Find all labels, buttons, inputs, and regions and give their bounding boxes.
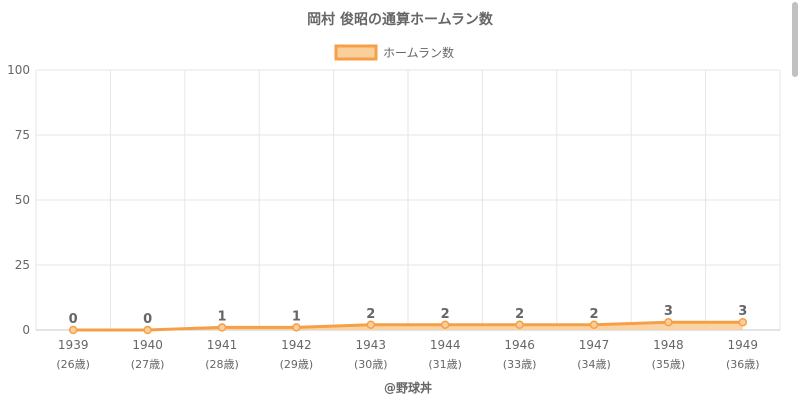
data-point [515,320,524,330]
data-label: 1 [292,309,301,324]
x-tick-label: 1939 [58,338,89,352]
x-tick-label: 1947 [579,338,610,352]
x-tick-label: 1944 [430,338,461,352]
data-point [68,325,78,335]
x-tick-sublabel: (28歳) [205,358,239,371]
x-tick-label: 1940 [132,338,163,352]
x-axis: 1939 (26歳) 1940 (27歳) 1941 (28歳) 1942 (29歳) 1943… [56,338,759,371]
x-tick-sublabel: (34歳) [577,358,611,371]
x-tick-sublabel: (35歳) [652,358,686,371]
grid [35,69,781,331]
series-homeruns [73,320,743,332]
data-point [738,317,748,327]
data-labels: 0 0 1 1 2 2 2 2 3 3 [69,304,748,327]
data-point [664,317,673,327]
legend-label: ホームラン数 [383,45,454,60]
x-tick-sublabel: (29歳) [280,358,314,371]
x-tick-label: 1946 [504,338,535,352]
data-label: 0 [143,312,152,327]
x-tick-sublabel: (30歳) [354,358,388,371]
x-tick-sublabel: (26歳) [56,358,90,371]
credit-text: @野球丼 [384,380,432,395]
data-label: 1 [217,309,226,324]
x-tick-sublabel: (33歳) [503,358,537,371]
x-tick-sublabel: (36歳) [726,358,760,371]
data-label: 2 [515,307,524,322]
y-axis: 0 25 50 75 100 [7,63,30,337]
data-label: 0 [69,312,78,327]
legend-swatch [334,44,378,61]
x-tick-label: 1941 [207,338,238,352]
data-label: 2 [441,307,450,322]
x-tick-label: 1948 [653,338,684,352]
y-tick-label: 50 [15,193,30,207]
x-tick-sublabel: (27歳) [131,358,165,371]
data-point [589,320,599,330]
data-label: 3 [664,304,673,319]
legend[interactable]: ホームラン数 [334,44,454,61]
data-label: 2 [589,307,598,322]
x-tick-label: 1942 [281,338,312,352]
y-tick-label: 100 [7,63,30,77]
x-tick-sublabel: (31歳) [428,358,462,371]
y-tick-label: 75 [15,128,30,142]
x-tick-label: 1943 [356,338,387,352]
data-point [292,323,301,332]
y-tick-label: 25 [15,258,30,272]
data-point [440,320,450,330]
scrollbar-thumb[interactable] [792,2,798,77]
y-tick-label: 0 [22,323,30,337]
series-line [73,320,743,332]
data-point [366,320,376,330]
scrollbar[interactable] [790,0,800,400]
data-label: 3 [738,304,747,319]
chart-title: 岡村 俊昭の通算ホームラン数 [307,11,494,28]
data-points [68,317,748,335]
data-point [217,323,227,332]
x-tick-label: 1949 [728,338,759,352]
data-point [143,325,152,335]
data-label: 2 [366,307,375,322]
